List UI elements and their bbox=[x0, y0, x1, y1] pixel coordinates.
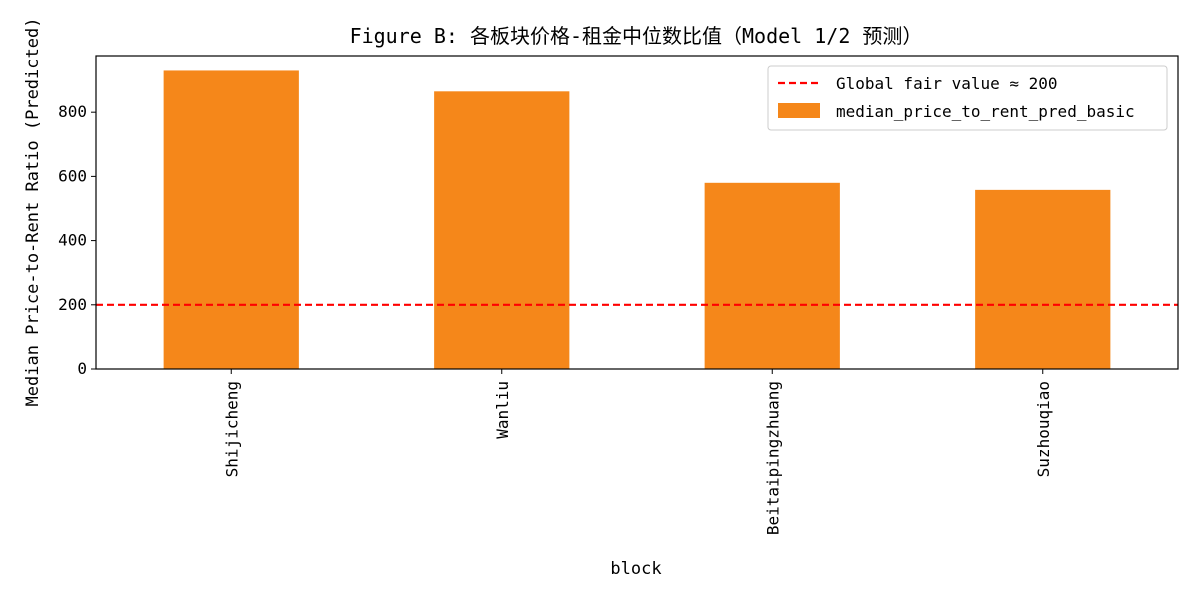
y-tick-label: 200 bbox=[58, 295, 87, 314]
bar-suzhouqiao bbox=[975, 189, 1111, 369]
bar-wanliu bbox=[434, 91, 570, 370]
y-axis-label: Median Price-to-Rent Ratio (Predicted) bbox=[23, 18, 43, 407]
y-tick-label: 0 bbox=[77, 359, 87, 378]
legend: Global fair value ≈ 200 median_price_to_… bbox=[767, 65, 1168, 131]
bar-shijicheng bbox=[163, 70, 299, 369]
x-tick-label-wanliu: Wanliu bbox=[493, 381, 512, 439]
x-tick-label-shijicheng: Shijicheng bbox=[222, 381, 241, 477]
bar-beitaipingzhuang bbox=[704, 182, 840, 369]
y-tick-label: 600 bbox=[58, 166, 87, 185]
legend-frame bbox=[767, 65, 1168, 131]
chart-title: Figure B: 各板块价格-租金中位数比值（Model 1/2 预测） bbox=[350, 24, 923, 48]
plot-frame bbox=[95, 55, 1179, 370]
x-axis-label: block bbox=[610, 559, 661, 579]
legend-bar-swatch bbox=[778, 103, 820, 118]
legend-reference-line-label: Global fair value ≈ 200 bbox=[836, 74, 1058, 93]
x-tick-label-beitaipingzhuang: Beitaipingzhuang bbox=[763, 381, 782, 535]
x-tick-label-suzhouqiao: Suzhouqiao bbox=[1034, 381, 1053, 477]
y-tick-label: 800 bbox=[58, 102, 87, 121]
legend-series-label: median_price_to_rent_pred_basic bbox=[836, 102, 1135, 121]
plot-area: 0 200 400 600 800 Shijicheng Wanliu Beitaipingz… bbox=[58, 55, 1179, 535]
y-tick-label: 400 bbox=[58, 231, 87, 250]
